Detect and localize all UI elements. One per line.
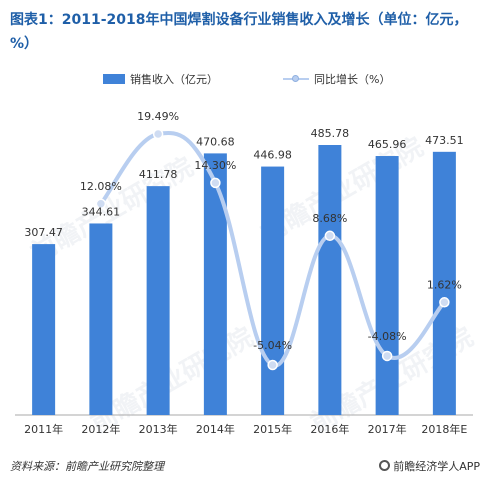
bar-value-label: 473.51 [425, 134, 464, 147]
bar-value-label: 485.78 [311, 127, 350, 140]
x-tick-label: 2015年 [253, 422, 292, 436]
bar [318, 145, 342, 415]
growth-point [152, 128, 164, 140]
bar-value-label: 465.96 [368, 138, 407, 151]
bar-value-label: 446.98 [253, 149, 292, 162]
growth-value-label: 19.49% [137, 110, 179, 123]
bar [432, 151, 456, 415]
growth-point [95, 198, 107, 210]
bar [89, 223, 113, 415]
bar [375, 156, 399, 415]
bar [32, 244, 56, 415]
legend-bar-label: 销售收入（亿元） [130, 73, 218, 86]
growth-value-label: -5.04% [253, 339, 292, 352]
growth-value-label: 8.68% [312, 212, 347, 225]
brand-logo-icon [379, 460, 391, 471]
bar [203, 153, 227, 415]
x-tick-label: 2017年 [368, 422, 407, 436]
legend-line-marker [292, 75, 299, 82]
x-tick-label: 2016年 [310, 422, 349, 436]
bar-value-label: 307.47 [24, 226, 63, 239]
growth-point [267, 359, 278, 371]
x-tick-label: 2014年 [196, 422, 235, 436]
source-note: 资料来源：前瞻产业研究院整理 [10, 460, 164, 473]
chart-title: 图表1：2011-2018年中国焊割设备行业销售收入及增长（单位：亿元，%） [10, 12, 468, 52]
growth-value-label: 1.62% [427, 278, 462, 291]
legend-bar-swatch [103, 74, 125, 84]
growth-value-label: 14.30% [194, 159, 236, 172]
growth-point [381, 350, 393, 362]
x-tick-label: 2013年 [139, 422, 178, 436]
growth-point [439, 297, 450, 308]
bar-value-label: 411.78 [139, 168, 178, 181]
brand-name: 前瞻经济学人APP [393, 460, 480, 473]
x-tick-label: 2011年 [24, 422, 63, 436]
legend: 销售收入（亿元） 同比增长（%） [0, 70, 488, 88]
legend-line-label: 同比增长（%） [314, 73, 391, 86]
bar [261, 166, 285, 415]
x-tick-label: 2012年 [81, 422, 120, 436]
growth-value-label: 12.08% [80, 180, 122, 193]
x-tick-label: 2018年E [421, 422, 467, 436]
brand-credit: 前瞻经济学人APP [379, 458, 480, 474]
bar-value-label: 470.68 [196, 135, 235, 148]
growth-point [324, 230, 336, 242]
bar [146, 186, 170, 415]
growth-point [210, 177, 221, 189]
growth-value-label: -4.08% [368, 330, 407, 343]
bar-value-label: 344.61 [82, 205, 121, 218]
